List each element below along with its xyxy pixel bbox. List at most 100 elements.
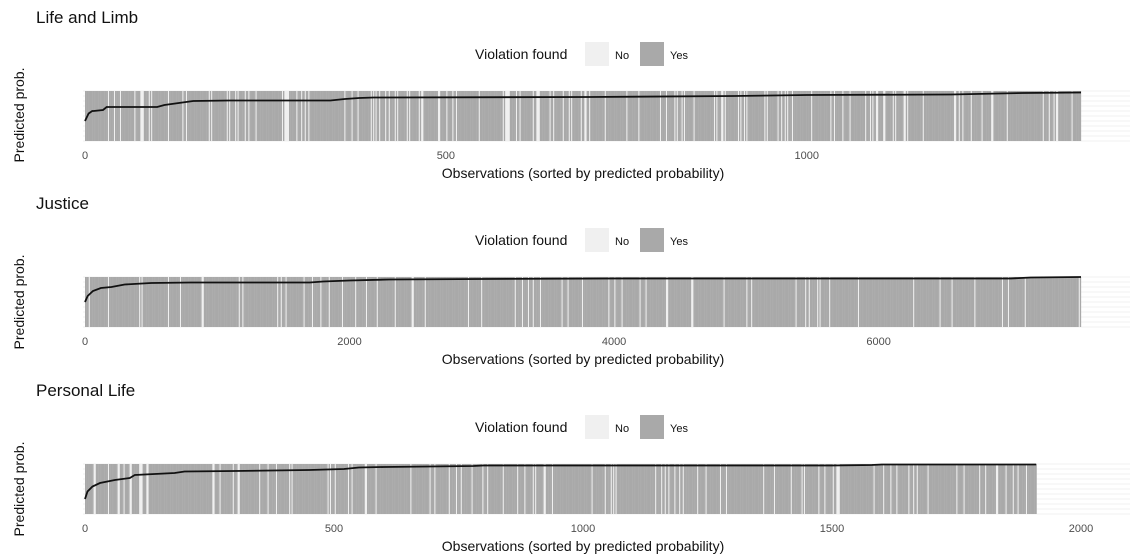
bar-yes (189, 464, 191, 514)
bar-yes (465, 277, 467, 327)
bar-yes (541, 277, 543, 327)
bar-yes (466, 277, 468, 327)
bar-yes (831, 277, 833, 327)
bar-yes (835, 464, 837, 514)
bar-yes (391, 277, 393, 327)
bar-yes (879, 277, 881, 327)
bar-yes (617, 464, 620, 514)
bar-yes (695, 277, 698, 327)
bar-yes (950, 91, 952, 141)
bar-yes (1024, 91, 1026, 141)
bar-yes (848, 464, 850, 514)
bar-yes (91, 277, 93, 327)
bar-yes (407, 277, 410, 327)
bar-yes (409, 464, 411, 514)
bar-yes (158, 464, 160, 514)
bar-yes (280, 91, 282, 141)
bar-yes (484, 464, 486, 514)
bar-yes (434, 91, 436, 141)
bar-yes (320, 91, 322, 141)
bar-yes (885, 91, 887, 141)
bar-yes (751, 91, 753, 141)
bar-yes (728, 277, 730, 327)
bar-yes (491, 464, 494, 514)
bar-yes (641, 464, 644, 514)
bar-yes (1022, 277, 1024, 327)
bar-yes (686, 464, 688, 514)
bar-yes (544, 91, 546, 141)
bar-yes (298, 91, 300, 141)
bar-yes (587, 277, 590, 327)
bar-yes (460, 91, 462, 141)
bar-yes (1003, 277, 1005, 327)
bar-yes (783, 464, 785, 514)
bar-yes (259, 91, 261, 141)
bar-yes (137, 91, 140, 141)
bar-yes (926, 91, 928, 141)
bar-yes (328, 464, 330, 514)
bar-yes (483, 277, 485, 327)
bar-yes (854, 464, 856, 514)
bar-yes (602, 91, 604, 141)
bar-yes (952, 277, 954, 327)
bar-yes (457, 464, 459, 514)
bar-yes (701, 464, 704, 514)
bar-yes (1012, 91, 1014, 141)
bar-yes (825, 91, 827, 141)
bar-yes (749, 464, 752, 514)
bar-yes (94, 277, 96, 327)
bar-yes (812, 277, 814, 327)
bar-yes (179, 464, 182, 514)
bar-yes (125, 277, 128, 327)
bar-yes (986, 464, 988, 514)
bar-yes (361, 464, 363, 514)
bar-yes (520, 464, 522, 514)
bar-yes (563, 91, 566, 141)
bar-yes (1076, 277, 1078, 327)
bar-yes (933, 464, 935, 514)
bar-yes (331, 277, 333, 327)
bar-yes (701, 277, 704, 327)
bar-yes (898, 277, 900, 327)
bar-yes (1072, 91, 1074, 141)
bar-yes (989, 91, 992, 141)
bar-yes (718, 277, 720, 327)
bar-yes (131, 277, 134, 327)
bar-yes (345, 464, 347, 514)
bar-yes (166, 277, 168, 327)
bar-yes (748, 277, 750, 327)
bar-yes (484, 277, 486, 327)
bar-yes (1040, 277, 1042, 327)
bar-yes (417, 464, 419, 514)
bar-yes (101, 91, 104, 141)
bar-yes (881, 464, 884, 514)
bar-yes (559, 91, 561, 141)
bar-yes (557, 277, 560, 327)
bar-yes (496, 464, 498, 514)
bar-yes (1045, 277, 1047, 327)
bar-yes (521, 91, 524, 141)
bar-yes (567, 91, 569, 141)
bar-yes (931, 464, 933, 514)
bar-yes (985, 277, 987, 327)
bar-yes (357, 464, 359, 514)
bar-yes (269, 277, 272, 327)
bar-yes (937, 277, 939, 327)
bar-yes (891, 277, 893, 327)
bar-yes (251, 464, 254, 514)
x-tick-label: 2000 (337, 336, 361, 348)
bar-yes (764, 464, 766, 514)
bar-yes (577, 91, 579, 141)
bar-yes (358, 91, 360, 141)
bar-yes (1067, 91, 1070, 141)
bar-yes (1069, 277, 1071, 327)
bar-yes (727, 277, 729, 327)
bar-yes (297, 91, 299, 141)
bar-yes (779, 464, 782, 514)
bar-yes (129, 91, 131, 141)
bar-yes (357, 277, 359, 327)
bar-yes (584, 277, 586, 327)
bar-yes (839, 464, 842, 514)
bar-yes (748, 91, 750, 141)
bar-yes (497, 464, 500, 514)
